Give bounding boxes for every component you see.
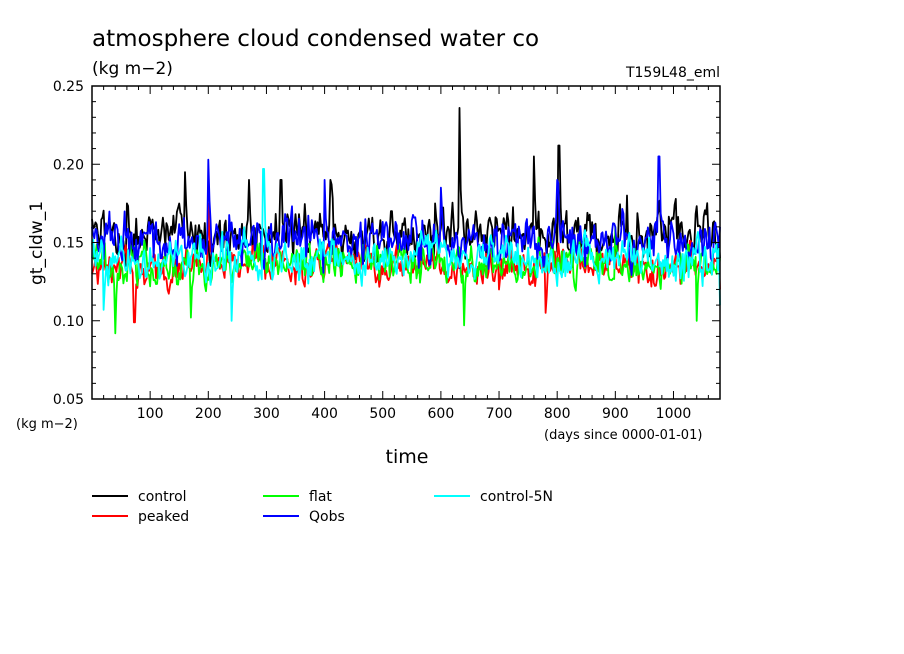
x-tick-label: 300 bbox=[253, 406, 280, 422]
run-label: T159L48_eml bbox=[625, 65, 720, 81]
series-line-control-5N bbox=[91, 167, 721, 322]
series-layer bbox=[91, 107, 721, 335]
chart-title: atmosphere cloud condensed water co bbox=[92, 26, 539, 52]
y-tick-label: 0.15 bbox=[53, 236, 84, 252]
legend-label: Qobs bbox=[309, 509, 345, 525]
y-tick-label: 0.25 bbox=[53, 79, 84, 95]
legend-label: control bbox=[138, 489, 187, 505]
y-tick-label: 0.20 bbox=[53, 157, 84, 173]
legend-label: peaked bbox=[138, 509, 189, 525]
x-tick-label: 400 bbox=[311, 406, 338, 422]
x-tick-label: 900 bbox=[602, 406, 629, 422]
x-tick-label: 600 bbox=[428, 406, 455, 422]
x-axis-units: (days since 0000-01-01) bbox=[544, 428, 702, 443]
x-axis-label: time bbox=[386, 446, 429, 468]
x-tick-label: 500 bbox=[369, 406, 396, 422]
legend-label: control-5N bbox=[480, 489, 553, 505]
legend: control peaked flat Qobs control-5N bbox=[92, 489, 553, 525]
x-tick-label: 700 bbox=[486, 406, 513, 422]
x-tick-label: 800 bbox=[544, 406, 571, 422]
x-tick-label: 200 bbox=[195, 406, 222, 422]
y-axis-label: gt_cldw_1 bbox=[27, 201, 47, 285]
y-tick-label: 0.10 bbox=[53, 314, 84, 330]
legend-label: flat bbox=[309, 489, 332, 505]
title-units: (kg m−2) bbox=[92, 59, 173, 79]
x-tick-label: 1000 bbox=[656, 406, 692, 422]
y-axis-units: (kg m−2) bbox=[16, 417, 78, 432]
plot-frame bbox=[91, 85, 721, 400]
x-tick-label: 100 bbox=[137, 406, 164, 422]
series-line-Qobs bbox=[91, 155, 721, 276]
y-tick-label: 0.05 bbox=[53, 392, 84, 408]
